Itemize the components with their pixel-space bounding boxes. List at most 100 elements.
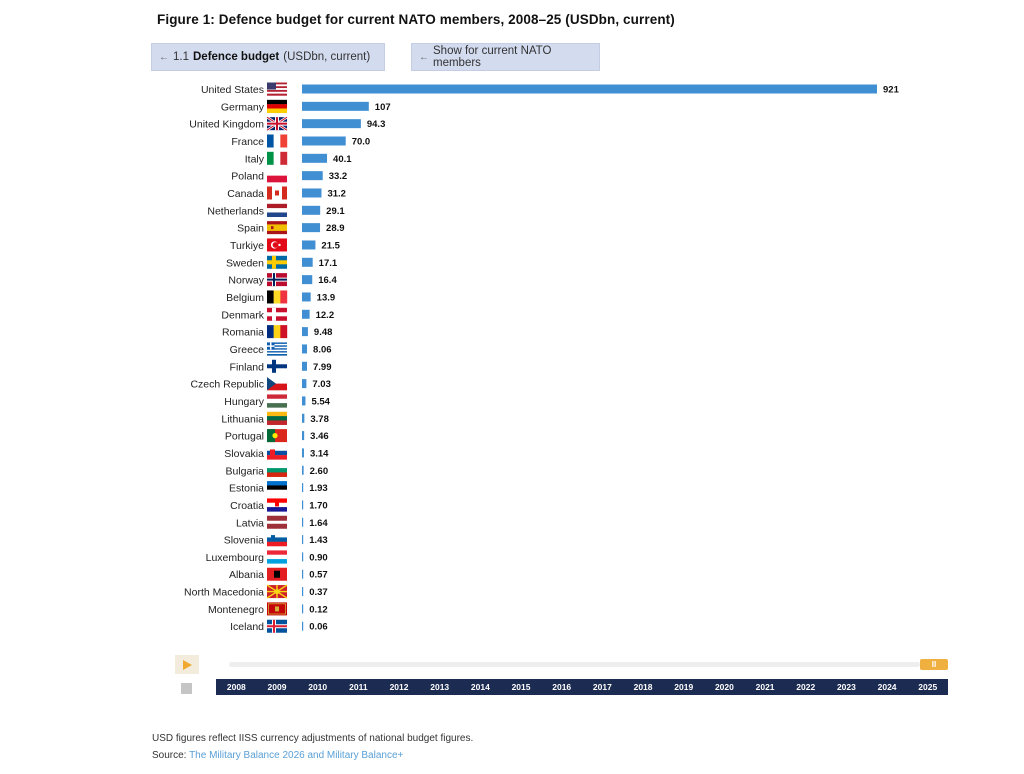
flag-part bbox=[270, 449, 275, 456]
tab-defence-budget[interactable]: ← 1.1 Defence budget (USDbn, current) bbox=[151, 43, 385, 71]
bar-value-label: 3.46 bbox=[310, 431, 329, 442]
flag-icon bbox=[267, 151, 288, 165]
year-2014[interactable]: 2014 bbox=[470, 682, 490, 692]
country-label: France bbox=[231, 136, 264, 148]
play-button[interactable] bbox=[175, 655, 199, 674]
country-label: Estonia bbox=[229, 483, 264, 495]
year-2022[interactable]: 2022 bbox=[796, 682, 816, 692]
year-selector: 2008 2009 2010 2011 2012 2013 2014 2015 2016 2017… bbox=[216, 679, 948, 695]
stop-button[interactable] bbox=[181, 683, 192, 694]
bar-value-label: 94.3 bbox=[367, 119, 386, 130]
tab-unit: (USDbn, current) bbox=[283, 51, 371, 63]
flag-icon bbox=[267, 359, 287, 373]
bar bbox=[302, 431, 305, 441]
year-2010[interactable]: 2010 bbox=[308, 682, 328, 692]
flag-icon bbox=[267, 446, 287, 460]
flag-part bbox=[267, 342, 287, 345]
play-icon bbox=[182, 659, 192, 670]
flag-part bbox=[280, 290, 288, 304]
bar bbox=[302, 344, 308, 354]
flag-part bbox=[267, 104, 287, 109]
bar-value-label: 1.64 bbox=[309, 518, 328, 529]
year-2020[interactable]: 2020 bbox=[714, 682, 734, 692]
flag-part bbox=[267, 450, 287, 456]
flag-part bbox=[267, 455, 287, 460]
source-link[interactable]: The Military Balance 2026 and Military B… bbox=[189, 750, 404, 761]
year-2021[interactable]: 2021 bbox=[755, 682, 775, 692]
flag-icon bbox=[267, 550, 287, 564]
flag-part bbox=[267, 224, 287, 231]
flag-part bbox=[267, 88, 287, 91]
flag-icon bbox=[267, 515, 287, 529]
flag-part bbox=[267, 472, 287, 477]
bar-value-label: 33.2 bbox=[329, 171, 348, 182]
flag-part bbox=[267, 481, 287, 486]
year-2017[interactable]: 2017 bbox=[592, 682, 612, 692]
bar-value-label: 8.06 bbox=[313, 344, 332, 355]
flag-icon bbox=[267, 377, 287, 391]
country-label: Canada bbox=[227, 188, 264, 200]
flag-part bbox=[280, 134, 288, 148]
country-label: Finland bbox=[230, 361, 265, 373]
country-label: North Macedonia bbox=[184, 587, 264, 599]
flag-part bbox=[274, 570, 280, 578]
flag-part bbox=[267, 99, 287, 105]
year-2016[interactable]: 2016 bbox=[552, 682, 572, 692]
flag-part bbox=[267, 212, 287, 218]
year-2015[interactable]: 2015 bbox=[511, 682, 531, 692]
flag-part bbox=[267, 186, 272, 200]
year-2024[interactable]: 2024 bbox=[877, 682, 897, 692]
year-2011[interactable]: 2011 bbox=[349, 682, 368, 692]
flag-part bbox=[267, 541, 287, 547]
flag-part bbox=[267, 489, 287, 495]
flag-icon bbox=[267, 290, 288, 304]
year-2012[interactable]: 2012 bbox=[389, 682, 409, 692]
bar bbox=[302, 205, 321, 215]
bar-value-label: 3.78 bbox=[310, 414, 329, 425]
flag-part bbox=[275, 190, 279, 196]
bar bbox=[302, 396, 306, 406]
flag-part bbox=[273, 290, 281, 304]
tab-show-current-members[interactable]: ← Show for current NATO members bbox=[411, 43, 600, 71]
year-2023[interactable]: 2023 bbox=[836, 682, 856, 692]
year-2019[interactable]: 2019 bbox=[674, 682, 694, 692]
bar-value-label: 0.90 bbox=[309, 552, 328, 563]
flag-icon bbox=[267, 134, 288, 148]
flag-part bbox=[267, 208, 287, 213]
bar bbox=[302, 309, 310, 319]
bar bbox=[302, 621, 304, 631]
flag-icon bbox=[267, 325, 288, 339]
flag-part bbox=[267, 203, 287, 209]
flag-part bbox=[273, 151, 281, 165]
country-label: Portugal bbox=[225, 431, 264, 443]
year-2008[interactable]: 2008 bbox=[226, 682, 246, 692]
flag-part bbox=[267, 349, 287, 352]
flag-part bbox=[274, 589, 280, 595]
flag-part bbox=[267, 520, 287, 524]
timeline-slider-handle[interactable]: II bbox=[920, 659, 948, 670]
country-label: Greece bbox=[230, 344, 265, 356]
bar-value-label: 70.0 bbox=[352, 136, 371, 147]
bar-value-label: 12.2 bbox=[316, 310, 335, 321]
flag-part bbox=[267, 403, 287, 408]
year-2025[interactable]: 2025 bbox=[918, 682, 938, 692]
bar bbox=[302, 275, 313, 285]
bar-value-label: 29.1 bbox=[326, 206, 345, 217]
country-label: Bulgaria bbox=[225, 465, 264, 477]
bar bbox=[302, 153, 328, 163]
year-2018[interactable]: 2018 bbox=[633, 682, 653, 692]
flag-part bbox=[267, 348, 287, 350]
country-label: Albania bbox=[229, 569, 264, 581]
year-2013[interactable]: 2013 bbox=[430, 682, 450, 692]
year-2009[interactable]: 2009 bbox=[267, 682, 287, 692]
flag-icon bbox=[267, 82, 287, 96]
country-label: Slovenia bbox=[224, 535, 264, 547]
left-arrow-icon: ← bbox=[419, 51, 429, 63]
bar bbox=[302, 413, 305, 423]
bar-value-label: 0.12 bbox=[309, 604, 328, 615]
flag-part bbox=[267, 345, 287, 347]
flag-part bbox=[267, 82, 276, 90]
bar bbox=[302, 483, 304, 493]
timeline-track[interactable] bbox=[229, 662, 920, 667]
flag-icon bbox=[267, 567, 287, 581]
